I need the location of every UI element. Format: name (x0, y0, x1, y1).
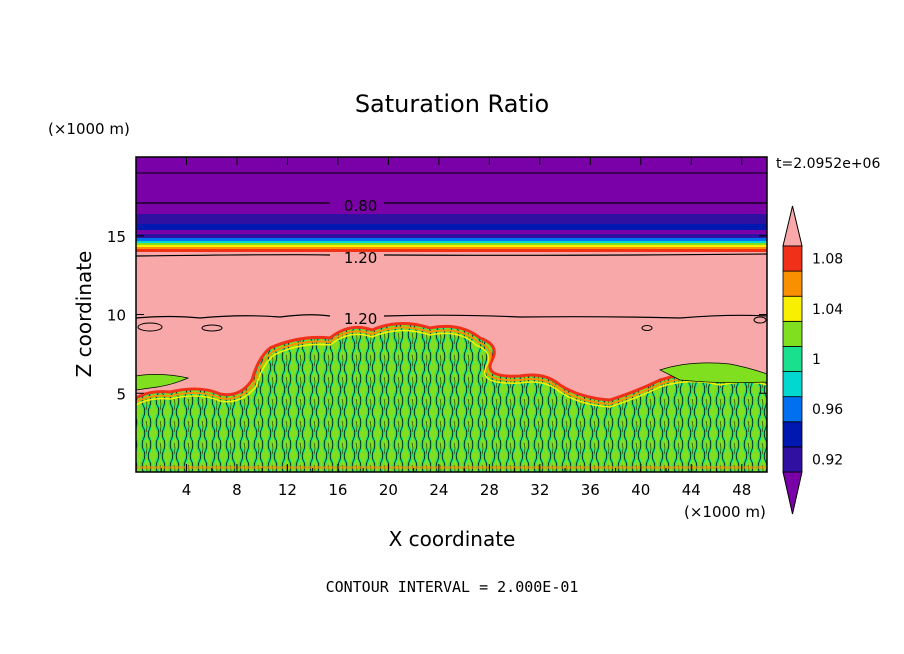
y-axis-ticks: 5 10 15 (107, 228, 767, 403)
y-unit-label: (×1000 m) (48, 120, 130, 138)
colorbar-label: 1.04 (812, 302, 843, 318)
colorbar-swatch (782, 270, 803, 297)
colorbar-top-arrow (782, 205, 803, 247)
x-tick-label: 32 (530, 481, 549, 499)
contour-interval-note: CONTOUR INTERVAL = 2.000E-01 (326, 578, 579, 596)
plot-field (136, 157, 767, 472)
x-tick-label: 40 (631, 481, 650, 499)
x-tick-label: 12 (278, 481, 297, 499)
x-unit-label: (×1000 m) (684, 503, 766, 521)
colorbar-swatch (782, 446, 803, 473)
colorbar-swatch (782, 320, 803, 347)
colorbar-swatch (782, 245, 803, 272)
colorbar-bottom-arrow (782, 471, 803, 515)
x-tick-label: 4 (182, 481, 192, 499)
x-tick-label: 16 (328, 481, 347, 499)
contour-label: 1.20 (344, 310, 377, 328)
x-tick-label: 28 (480, 481, 499, 499)
y-tick-label: 10 (107, 307, 126, 325)
colorbar-swatch (782, 346, 803, 372)
x-axis-ticks: 4 8 12 16 20 24 28 32 36 40 44 48 (160, 157, 751, 499)
colorbar-swatch (782, 295, 803, 322)
colorbar-label: 1.08 (812, 252, 843, 268)
time-label: t=2.0952e+06 (776, 156, 880, 172)
contour-label: 1.20 (344, 249, 377, 267)
x-tick-label: 36 (581, 481, 600, 499)
x-tick-label: 48 (732, 481, 751, 499)
x-tick-label: 8 (232, 481, 242, 499)
y-axis-label: Z coordinate (72, 251, 96, 378)
colorbar-swatch (782, 371, 803, 398)
x-tick-label: 24 (429, 481, 448, 499)
y-tick-label: 5 (116, 385, 126, 403)
chart-title: Saturation Ratio (355, 90, 549, 118)
contour-labels: 0.80 1.20 1.20 (344, 197, 377, 328)
y-tick-label: 15 (107, 228, 126, 246)
colorbar-swatch (782, 396, 803, 423)
colorbar: 0.92 0.96 1 1.04 1.08 (782, 205, 843, 515)
top-layer (136, 157, 767, 219)
x-tick-label: 44 (682, 481, 701, 499)
colorbar-label: 1 (812, 352, 821, 368)
contour-label: 0.80 (344, 197, 377, 215)
x-tick-label: 20 (379, 481, 398, 499)
colorbar-label: 0.92 (812, 452, 843, 468)
colorbar-label: 0.96 (812, 402, 843, 418)
colorbar-swatch (782, 421, 803, 448)
x-axis-label: X coordinate (389, 527, 516, 551)
dark-blue-band (136, 214, 767, 226)
convective-layer (136, 323, 767, 472)
